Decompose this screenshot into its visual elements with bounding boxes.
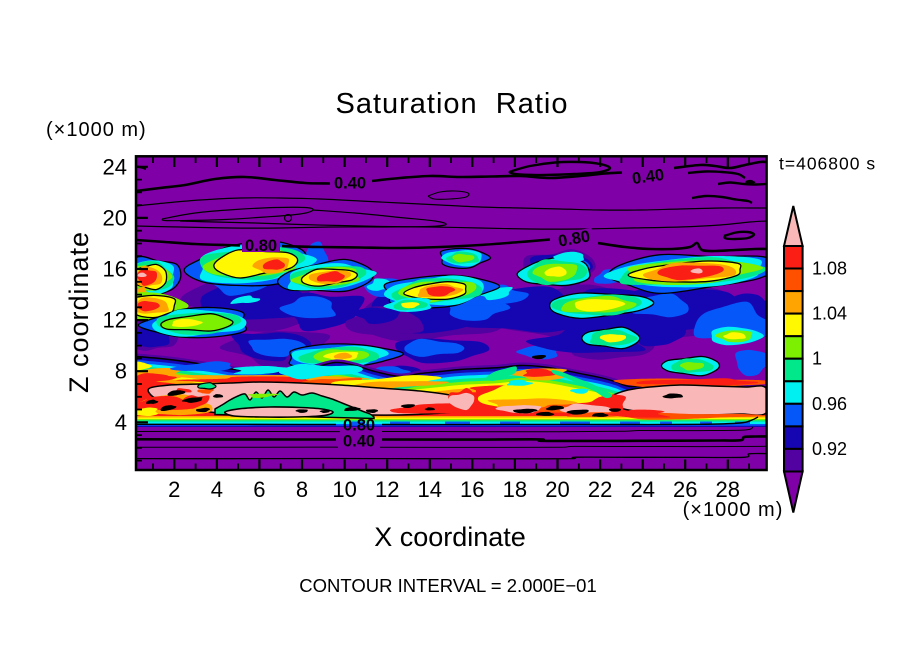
svg-text:0.80: 0.80 — [245, 237, 277, 255]
svg-text:14: 14 — [418, 477, 442, 502]
svg-text:0.40: 0.40 — [631, 166, 665, 188]
svg-text:0.96: 0.96 — [812, 394, 847, 414]
svg-text:0.80: 0.80 — [557, 227, 592, 250]
svg-text:16: 16 — [460, 477, 484, 502]
svg-text:0.80: 0.80 — [343, 416, 375, 434]
svg-text:t=406800 s: t=406800 s — [779, 154, 876, 174]
svg-text:8: 8 — [115, 359, 127, 384]
svg-text:22: 22 — [588, 477, 612, 502]
svg-text:20: 20 — [545, 477, 569, 502]
svg-text:2: 2 — [168, 477, 180, 502]
svg-text:(×1000 m): (×1000 m) — [46, 119, 147, 141]
svg-text:1.04: 1.04 — [812, 304, 847, 324]
svg-text:4: 4 — [115, 410, 127, 435]
svg-text:24: 24 — [103, 154, 127, 179]
svg-text:24: 24 — [630, 477, 654, 502]
svg-text:6: 6 — [253, 477, 265, 502]
svg-text:CONTOUR INTERVAL = 2.000E−01: CONTOUR INTERVAL = 2.000E−01 — [299, 575, 597, 596]
svg-text:0.40: 0.40 — [343, 432, 375, 450]
svg-text:16: 16 — [103, 257, 127, 282]
svg-text:10: 10 — [332, 477, 356, 502]
svg-text:12: 12 — [103, 308, 127, 333]
svg-text:Z coordinate: Z coordinate — [64, 231, 94, 393]
svg-text:1: 1 — [812, 349, 822, 369]
svg-text:26: 26 — [673, 477, 697, 502]
svg-text:18: 18 — [503, 477, 527, 502]
svg-text:(×1000 m): (×1000 m) — [683, 499, 784, 521]
svg-text:12: 12 — [375, 477, 399, 502]
svg-text:Saturation Ratio: Saturation Ratio — [335, 88, 568, 120]
svg-text:1.08: 1.08 — [812, 259, 847, 279]
svg-text:X coordinate: X coordinate — [374, 522, 526, 552]
svg-text:0.40: 0.40 — [334, 175, 366, 193]
svg-text:20: 20 — [103, 205, 127, 230]
svg-text:28: 28 — [716, 477, 740, 502]
svg-text:4: 4 — [211, 477, 223, 502]
svg-text:8: 8 — [296, 477, 308, 502]
svg-text:0.92: 0.92 — [812, 439, 847, 459]
